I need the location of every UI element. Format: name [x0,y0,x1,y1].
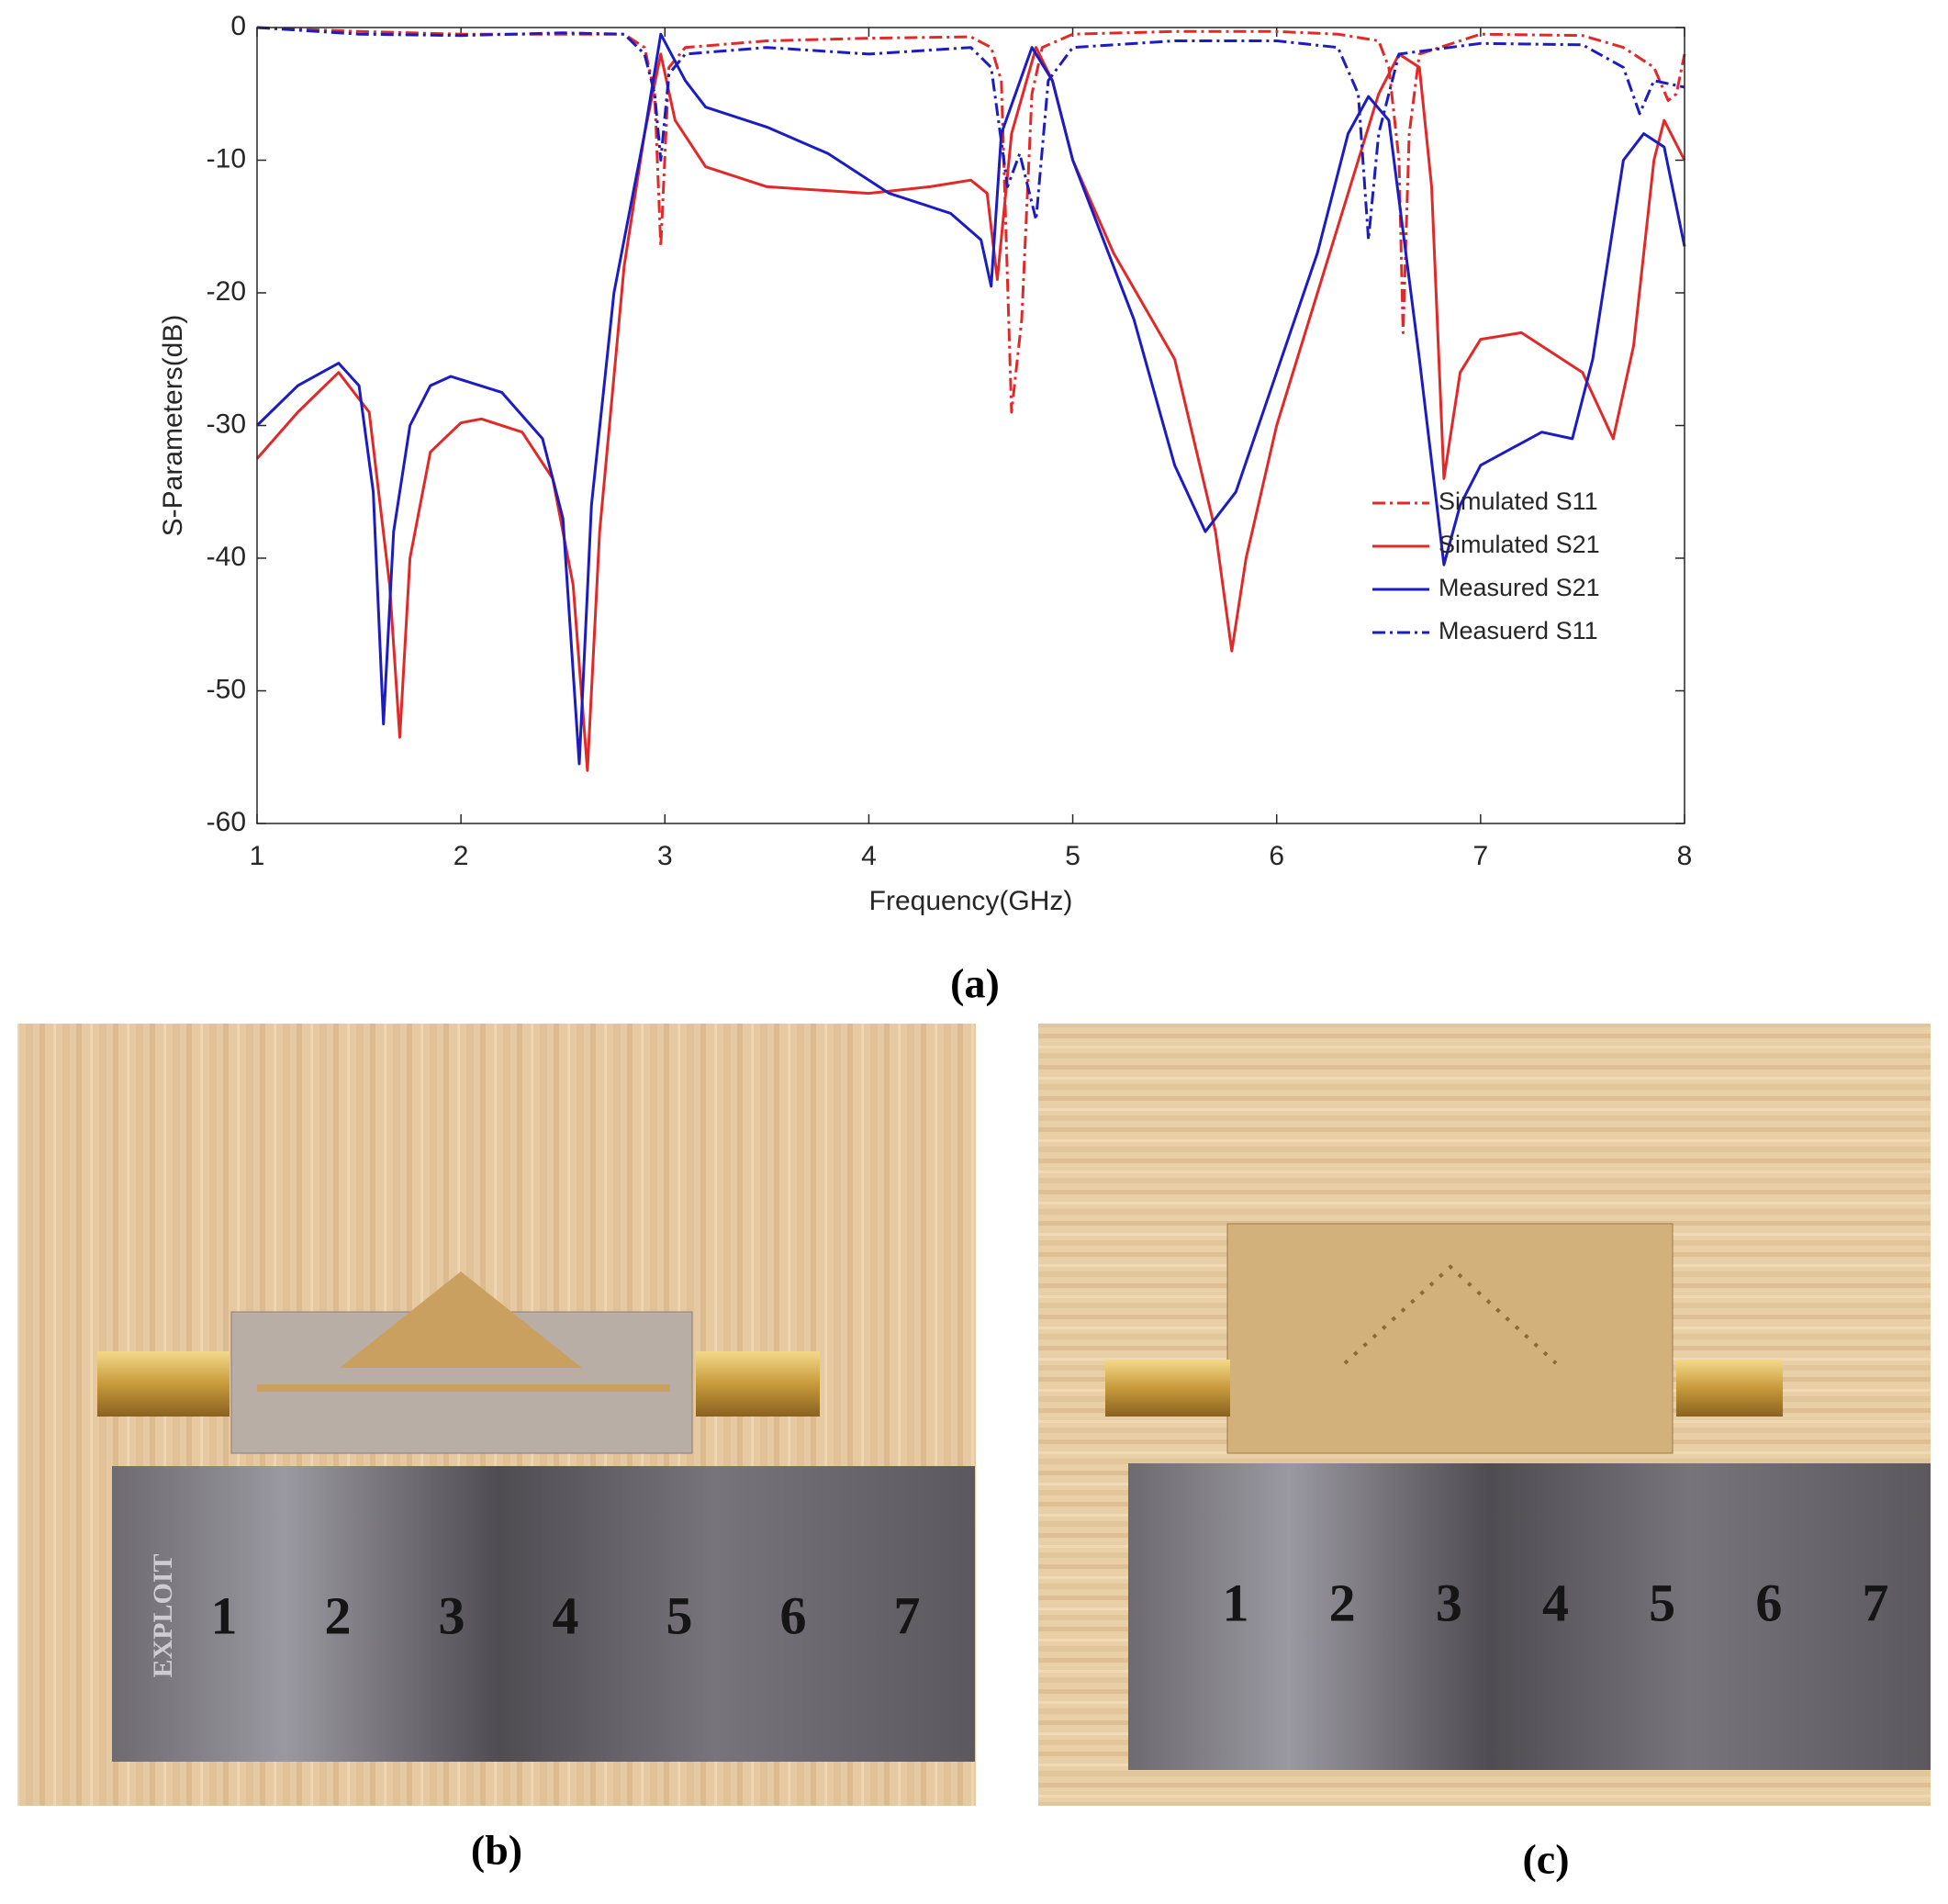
ruler-number: 3 [439,1585,465,1645]
series-line [256,26,1685,241]
y-tick-label: -30 [207,409,246,439]
x-tick-label: 3 [657,841,673,871]
pcb-trace [257,1384,670,1392]
x-tick-label: 1 [250,841,265,871]
panel-caption: (b) [471,1827,522,1874]
y-tick-label: -40 [207,542,246,572]
ruler-number: 3 [1436,1573,1462,1632]
legend-label: Measured S21 [1439,574,1600,601]
panel-caption: (c) [1522,1836,1569,1883]
connector [1676,1360,1783,1417]
ruler [112,1466,975,1762]
connector [696,1351,820,1417]
panel-caption: (a) [950,960,1000,1007]
y-axis-label: S-Parameters(dB) [158,315,188,537]
connector [1105,1360,1230,1417]
ruler-number: 7 [1863,1573,1889,1632]
ruler [1128,1463,1931,1770]
ruler-brand: EXPLOIT [148,1553,178,1677]
pcb-trace [340,1271,582,1368]
series-line [255,46,1686,772]
ruler-number: 5 [1649,1573,1675,1632]
ruler-number: 6 [1755,1573,1782,1632]
y-tick-label: -10 [207,143,246,174]
y-tick-label: -60 [207,807,246,837]
y-tick-label: 0 [230,11,246,41]
ruler-number: 4 [1542,1573,1569,1632]
x-tick-label: 5 [1065,841,1080,871]
x-tick-label: 4 [861,841,877,871]
chart: 1 2 3 4 5 6 7 8 0 -10 -20 -30 -40 -50 -60 Frequency(GHz… [158,11,1692,1007]
y-tick-label: -50 [207,674,246,704]
series-line [255,32,1686,766]
legend-label: Simulated S11 [1439,487,1598,515]
photo-c [1038,1024,1931,1806]
connector [97,1351,230,1417]
ruler-number: 5 [666,1585,693,1645]
x-tick-label: 7 [1473,841,1489,871]
x-tick-label: 2 [453,841,469,871]
ruler-number: 1 [211,1585,238,1645]
ruler-number: 1 [1223,1573,1249,1632]
ruler-number: 2 [325,1585,352,1645]
legend-label: Measuerd S11 [1439,617,1598,644]
ruler-number: 2 [1329,1573,1356,1632]
ruler-number: 7 [894,1585,921,1645]
photo-b [17,1024,976,1806]
x-axis-label: Frequency(GHz) [869,886,1073,916]
x-tick-label: 8 [1677,841,1693,871]
x-tick-label: 6 [1269,841,1284,871]
legend-label: Simulated S21 [1439,531,1600,558]
ruler-number: 6 [780,1585,807,1645]
plot-area [257,28,1685,823]
axes-box [256,27,1685,824]
ruler-number: 4 [553,1585,579,1645]
via-row [1343,1264,1558,1365]
pcb [1226,1223,1674,1454]
y-tick-label: -20 [207,276,246,307]
